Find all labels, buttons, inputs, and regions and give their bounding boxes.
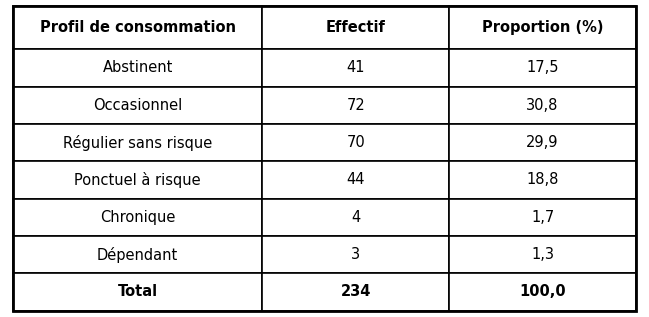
Text: 30,8: 30,8 [526, 98, 559, 113]
Bar [449, 87, 636, 124]
Bar [262, 87, 449, 124]
Bar [449, 49, 636, 87]
Bar [13, 199, 262, 236]
Text: 100,0: 100,0 [519, 284, 566, 300]
Bar [262, 124, 449, 161]
Bar [449, 273, 636, 311]
Bar [13, 236, 262, 273]
Text: 3: 3 [351, 247, 360, 262]
Bar [262, 273, 449, 311]
Bar [13, 273, 262, 311]
Text: Chronique: Chronique [100, 210, 175, 225]
Text: 44: 44 [347, 172, 365, 187]
Bar [449, 161, 636, 199]
Bar [449, 124, 636, 161]
Bar [262, 199, 449, 236]
Text: 1,3: 1,3 [531, 247, 554, 262]
Text: Dépendant: Dépendant [97, 247, 178, 263]
Bar [13, 49, 262, 87]
Text: Total: Total [117, 284, 158, 300]
Text: 29,9: 29,9 [526, 135, 559, 150]
Bar [262, 236, 449, 273]
Text: Occasionnel: Occasionnel [93, 98, 182, 113]
Text: 70: 70 [347, 135, 365, 150]
Text: Profil de consommation: Profil de consommation [40, 20, 236, 35]
Text: 1,7: 1,7 [531, 210, 554, 225]
Text: 234: 234 [341, 284, 371, 300]
Text: 4: 4 [351, 210, 360, 225]
Bar [13, 161, 262, 199]
Text: 17,5: 17,5 [526, 61, 559, 75]
Bar [13, 6, 262, 49]
Bar [262, 6, 449, 49]
Text: 72: 72 [347, 98, 365, 113]
Text: 18,8: 18,8 [526, 172, 559, 187]
Bar [449, 6, 636, 49]
Bar [449, 199, 636, 236]
Bar [13, 124, 262, 161]
Bar [262, 49, 449, 87]
Text: Proportion (%): Proportion (%) [482, 20, 604, 35]
Text: Effectif: Effectif [326, 20, 386, 35]
Text: Abstinent: Abstinent [103, 61, 173, 75]
Text: Régulier sans risque: Régulier sans risque [63, 135, 212, 151]
Bar [262, 161, 449, 199]
Text: Ponctuel à risque: Ponctuel à risque [74, 172, 201, 188]
Bar [449, 236, 636, 273]
Text: 41: 41 [347, 61, 365, 75]
Bar [13, 87, 262, 124]
